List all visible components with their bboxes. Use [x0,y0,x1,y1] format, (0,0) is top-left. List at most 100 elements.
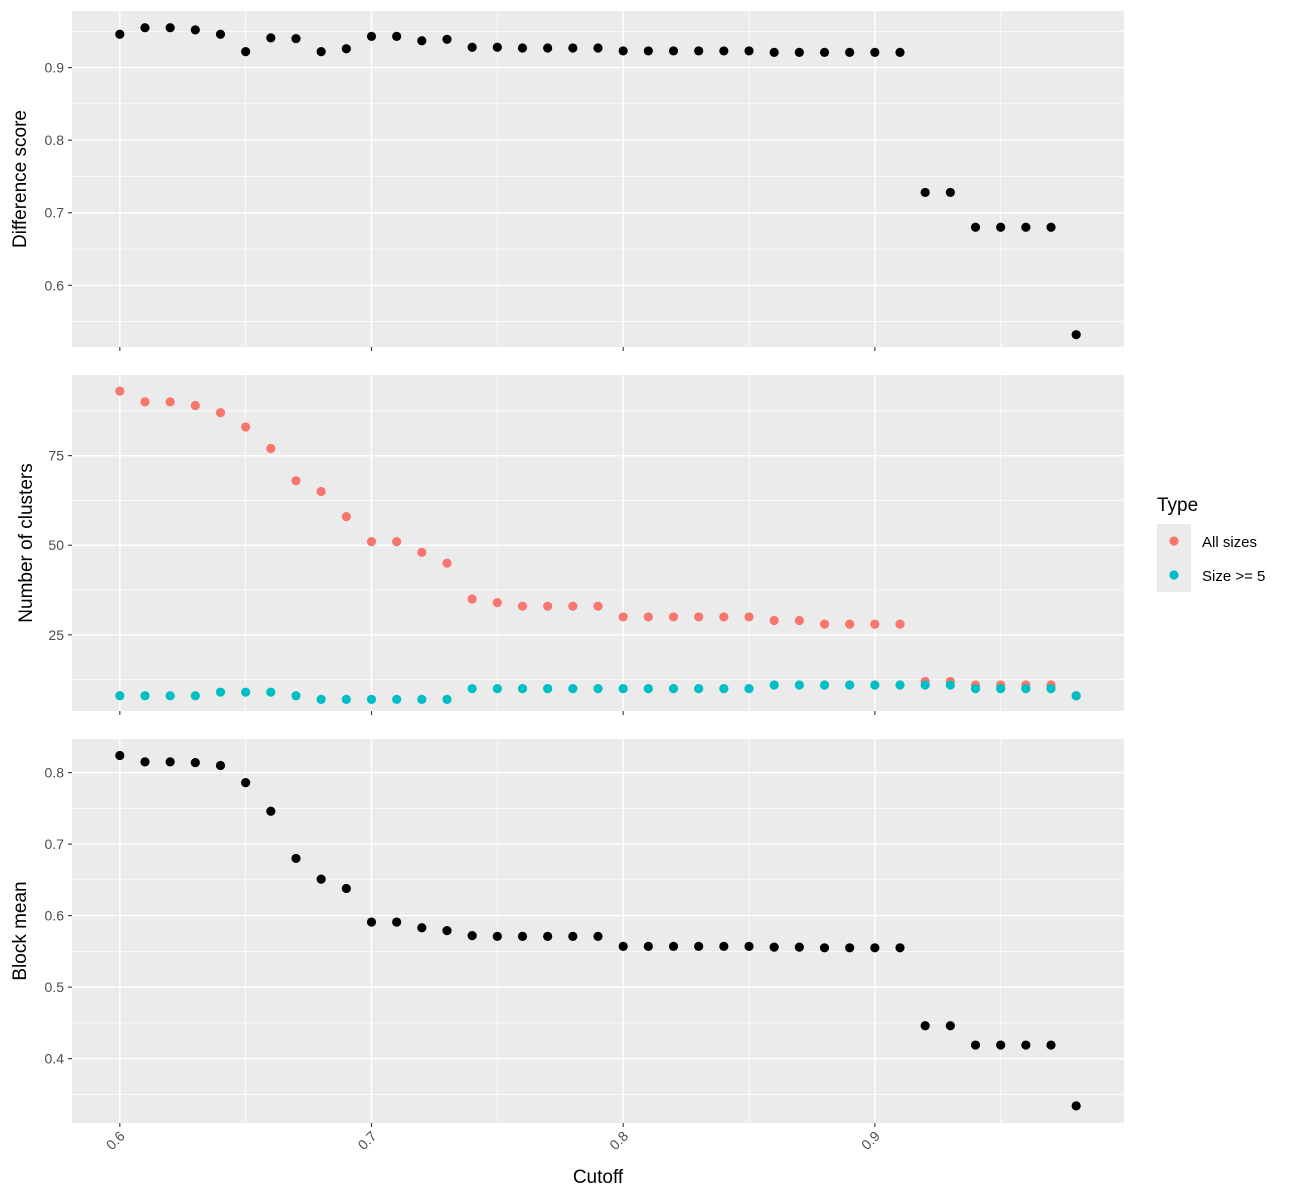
data-point [492,597,502,608]
data-point [769,942,779,952]
data-point [593,931,603,941]
data-point [115,386,125,396]
data-point [769,615,779,626]
data-point [945,680,955,690]
data-point [467,42,477,52]
data-point [1071,691,1081,701]
data-point [593,601,603,611]
data-point [417,694,427,704]
data-point [769,680,779,690]
data-point [316,694,326,704]
data-point [794,942,804,952]
data-point [316,874,326,884]
data-point [241,47,251,57]
data-point [794,615,804,626]
data-point [215,408,226,418]
data-point [492,684,502,694]
data-point [819,619,830,629]
data-point [442,926,452,936]
legend-item: All sizes [1157,524,1257,558]
chart-panels: 0.6 0.7 0.8 0.9 Difference score 25 50 75 Number… [10,11,1124,1127]
data-point [266,687,276,697]
y-tick-label: 0.6 [45,908,65,924]
x-tick-label: 0.9 [858,1128,883,1153]
data-point [417,36,427,46]
data-point [845,47,855,57]
data-point [291,691,301,701]
data-point [668,612,679,622]
data-point [366,31,377,41]
y-tick-label: 25 [48,627,64,643]
data-point [190,691,200,701]
data-point [719,612,729,622]
data-point [1021,222,1031,232]
data-point [341,694,351,704]
data-point [719,684,729,694]
data-point [115,750,125,761]
data-point [744,941,754,951]
data-point [215,760,226,771]
data-point [1071,330,1081,340]
data-point [140,757,150,767]
y-tick-label: 50 [48,537,64,553]
data-point [140,23,150,33]
legend-label: All sizes [1202,534,1257,551]
data-point [417,547,427,558]
data-point [719,46,729,56]
data-point [643,941,653,951]
data-point [517,931,528,941]
series-values [115,23,1081,340]
data-point [543,931,553,941]
data-point [996,684,1006,694]
data-point [643,684,653,694]
data-point [366,694,377,704]
data-point [1046,684,1056,694]
data-point [694,612,704,622]
legend-items: All sizes Size >= 5 [1157,524,1265,592]
series-size-5 [115,680,1081,704]
data-point [140,397,150,407]
panel-background [72,11,1124,347]
data-point [517,601,528,611]
data-point [568,43,578,53]
data-point [794,47,804,57]
data-point [190,400,200,411]
data-point [341,44,351,54]
data-point [543,684,553,694]
data-point [1021,684,1031,694]
data-point [593,684,603,694]
y-tick-label: 0.4 [45,1051,65,1067]
panel-3: 0.4 0.5 0.6 0.7 0.8 Block mean [10,739,1124,1127]
data-point [970,684,981,694]
data-point [543,601,553,611]
data-point [140,691,150,701]
x-axis: 0.6 0.7 0.8 0.9 [103,1128,883,1153]
panel-2: 25 50 75 Number of clusters [16,375,1124,715]
data-point [1046,1040,1056,1050]
data-point [744,684,754,694]
data-point [1046,222,1056,232]
x-tick-label: 0.6 [103,1128,128,1153]
data-point [920,187,930,198]
data-point [341,511,351,522]
data-point [492,931,502,941]
data-point [945,1021,955,1031]
data-point [442,34,452,44]
data-point [668,46,679,56]
data-point [618,941,628,951]
data-point [316,486,326,497]
data-point [945,187,955,198]
data-point [819,47,830,57]
data-point [165,397,175,407]
x-axis-title: Cutoff [573,1167,624,1188]
data-point [694,941,704,951]
data-point [241,422,251,432]
data-point [467,931,477,941]
data-point [845,943,855,953]
data-point [970,1040,981,1050]
series-values [115,750,1081,1111]
data-point [341,883,351,894]
y-tick-label: 0.6 [45,277,65,293]
data-point [165,691,175,701]
